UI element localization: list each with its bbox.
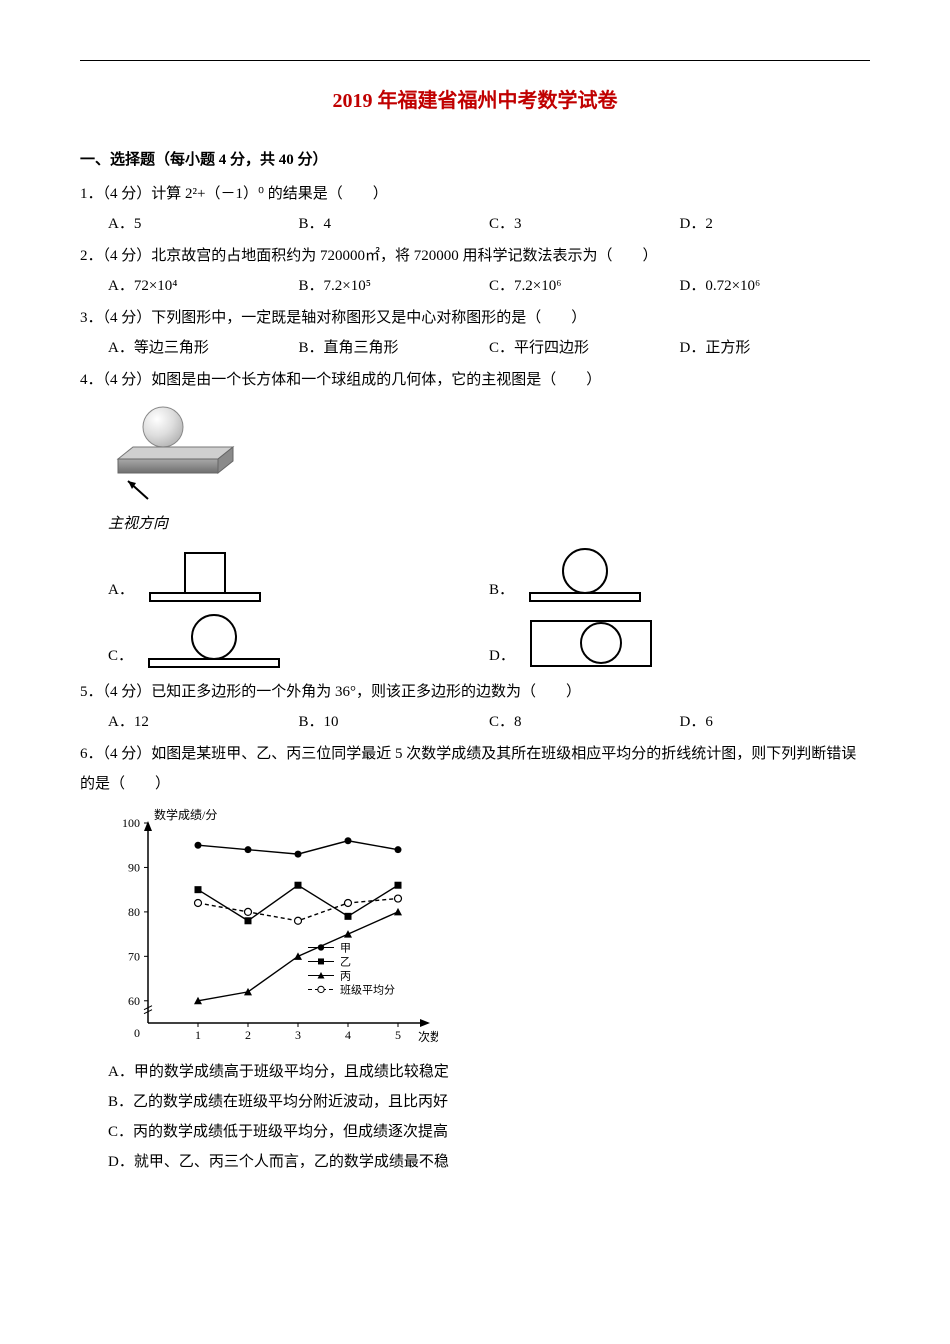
q1-opt-d: D．2 (680, 209, 871, 239)
q4-opt-c-label: C． (108, 641, 133, 671)
q5-opt-c: C．8 (489, 707, 680, 737)
svg-text:0: 0 (134, 1026, 140, 1040)
q4-stem: 4．（4 分）如图是由一个长方体和一个球组成的几何体，它的主视图是（ ） (80, 365, 870, 395)
svg-text:80: 80 (128, 905, 140, 919)
q6-opt-d: D．就甲、乙、丙三个人而言，乙的数学成绩最不稳 (108, 1147, 870, 1177)
q3-opt-c: C．平行四边形 (489, 333, 680, 363)
q3-opt-a: A．等边三角形 (108, 333, 299, 363)
q4-opt-d-label: D． (489, 641, 515, 671)
q5-opt-d: D．6 (680, 707, 871, 737)
q1-stem: 1．（4 分）计算 2²+（－1）⁰ 的结果是（ ） (80, 179, 870, 209)
question-5: 5．（4 分）已知正多边形的一个外角为 36°，则该正多边形的边数为（ ） A．… (80, 677, 870, 737)
q1-opt-b: B．4 (299, 209, 490, 239)
svg-text:90: 90 (128, 860, 140, 874)
q6-chart: 60 70 80 90 100 0 1 2 3 4 5 数学成绩/分次数 甲乙丙班级平均分 (108, 803, 438, 1053)
svg-text:2: 2 (245, 1028, 251, 1042)
svg-text:1: 1 (195, 1028, 201, 1042)
q5-stem: 5．（4 分）已知正多边形的一个外角为 36°，则该正多边形的边数为（ ） (80, 677, 870, 707)
q2-opt-b: B．7.2×10⁵ (299, 271, 490, 301)
q4-opt-a-label: A． (108, 575, 134, 605)
q4-opt-c-icon (139, 611, 289, 671)
svg-text:60: 60 (128, 994, 140, 1008)
q3-opt-b: B．直角三角形 (299, 333, 490, 363)
q2-opt-d: D．0.72×10⁶ (680, 271, 871, 301)
top-rule (80, 60, 870, 61)
q2-opt-a: A．72×10⁴ (108, 271, 299, 301)
q4-opt-b-label: B． (489, 575, 514, 605)
q4-opt-b-icon (520, 545, 650, 605)
svg-text:丙: 丙 (340, 970, 351, 982)
q2-opt-c: C．7.2×10⁶ (489, 271, 680, 301)
svg-text:乙: 乙 (340, 955, 351, 968)
svg-text:5: 5 (395, 1028, 401, 1042)
view-direction-label: 主视方向 (108, 509, 870, 539)
q2-stem: 2．（4 分）北京故宫的占地面积约为 720000㎡，将 720000 用科学记… (80, 241, 870, 271)
question-2: 2．（4 分）北京故宫的占地面积约为 720000㎡，将 720000 用科学记… (80, 241, 870, 301)
q4-opt-d-icon (521, 616, 661, 671)
q5-opt-a: A．12 (108, 707, 299, 737)
q6-opt-b: B．乙的数学成绩在班级平均分附近波动，且比丙好 (108, 1087, 870, 1117)
q3-opt-d: D．正方形 (680, 333, 871, 363)
svg-text:3: 3 (295, 1028, 301, 1042)
q1-opt-a: A．5 (108, 209, 299, 239)
q4-opt-a-icon (140, 545, 270, 605)
q5-opt-b: B．10 (299, 707, 490, 737)
question-6: 6．（4 分）如图是某班甲、乙、丙三位同学最近 5 次数学成绩及其所在班级相应平… (80, 739, 870, 1177)
q6-stem: 6．（4 分）如图是某班甲、乙、丙三位同学最近 5 次数学成绩及其所在班级相应平… (80, 739, 870, 799)
question-4: 4．（4 分）如图是由一个长方体和一个球组成的几何体，它的主视图是（ ） (80, 365, 870, 671)
svg-text:班级平均分: 班级平均分 (340, 983, 395, 996)
q4-figure: 主视方向 (80, 399, 870, 539)
question-1: 1．（4 分）计算 2²+（－1）⁰ 的结果是（ ） A．5 B．4 C．3 D… (80, 179, 870, 239)
page-title: 2019 年福建省福州中考数学试卷 (80, 81, 870, 121)
svg-text:4: 4 (345, 1028, 351, 1042)
svg-text:次数: 次数 (418, 1029, 438, 1044)
question-3: 3．（4 分）下列图形中，一定既是轴对称图形又是中心对称图形的是（ ） A．等边… (80, 303, 870, 363)
q6-opt-c: C．丙的数学成绩低于班级平均分，但成绩逐次提高 (108, 1117, 870, 1147)
svg-text:数学成绩/分: 数学成绩/分 (154, 807, 217, 822)
q3-stem: 3．（4 分）下列图形中，一定既是轴对称图形又是中心对称图形的是（ ） (80, 303, 870, 333)
svg-text:甲: 甲 (340, 942, 351, 954)
section-heading: 一、选择题（每小题 4 分，共 40 分） (80, 145, 870, 175)
q6-opt-a: A．甲的数学成绩高于班级平均分，且成绩比较稳定 (108, 1057, 870, 1087)
svg-text:70: 70 (128, 949, 140, 963)
q1-opt-c: C．3 (489, 209, 680, 239)
svg-text:100: 100 (122, 816, 140, 830)
